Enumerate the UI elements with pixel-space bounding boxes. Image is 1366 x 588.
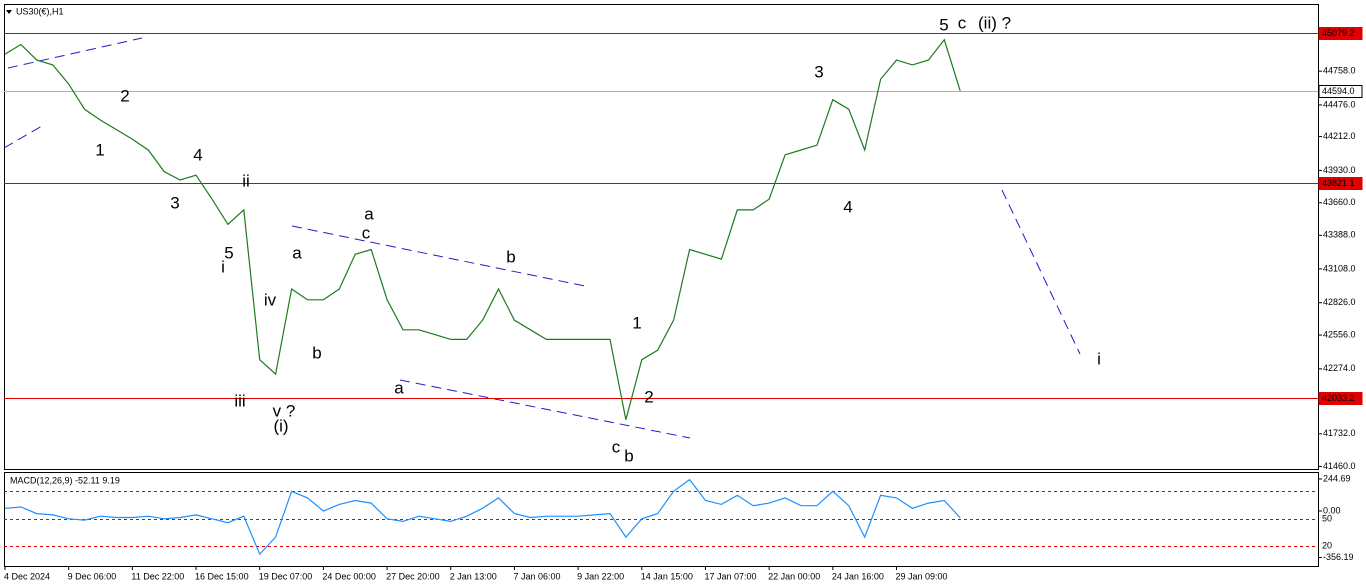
x-tick-label: 4 Dec 2024 xyxy=(4,571,50,581)
wave-label: c xyxy=(612,437,621,456)
level-label: 43821.1 xyxy=(1322,178,1355,188)
wave-label: 2 xyxy=(120,86,129,105)
x-tick-label: 9 Jan 22:00 xyxy=(577,571,624,581)
y-tick-label: 43388.0 xyxy=(1323,230,1356,240)
wave-label: 3 xyxy=(170,193,179,212)
y-tick-label: 42274.0 xyxy=(1323,363,1356,373)
x-tick-label: 9 Dec 06:00 xyxy=(68,571,117,581)
wave-label: iii xyxy=(234,391,245,410)
macd-title: MACD(12,26,9) -52.11 9.19 xyxy=(10,475,120,485)
wave-label: ii xyxy=(242,171,250,190)
wave-label: 5 xyxy=(939,15,948,34)
y-tick-label: 44476.0 xyxy=(1323,99,1356,109)
x-tick-label: 22 Jan 00:00 xyxy=(768,571,820,581)
wave-label: 4 xyxy=(193,145,202,164)
wave-label: 1 xyxy=(632,313,641,332)
trend-lines xyxy=(3,37,1081,439)
level-box xyxy=(1318,27,1363,40)
level-label: 42033.2 xyxy=(1322,393,1355,403)
wave-label: i xyxy=(221,257,225,276)
y-tick-label: 44212.0 xyxy=(1323,131,1356,141)
x-tick-label: 19 Dec 07:00 xyxy=(259,571,313,581)
y-tick-label: 42826.0 xyxy=(1323,297,1356,307)
y-tick-label: 41460.0 xyxy=(1323,461,1356,471)
wave-label: (ii) ? xyxy=(978,13,1011,32)
x-tick-label: 2 Jan 13:00 xyxy=(450,571,497,581)
wave-label: b xyxy=(312,343,321,362)
menu-arrow[interactable] xyxy=(6,10,12,14)
level-label: 44594.0 xyxy=(1322,86,1355,96)
wave-label: b xyxy=(506,247,515,266)
level-label: 45079.2 xyxy=(1322,28,1355,38)
level-box xyxy=(1318,392,1363,405)
x-tick-label: 24 Dec 00:00 xyxy=(322,571,376,581)
wave-label: 3 xyxy=(814,62,823,81)
y-tick-label: 42556.0 xyxy=(1323,329,1356,339)
level-box xyxy=(1318,85,1363,98)
wave-label: a xyxy=(364,204,374,223)
x-tick-label: 14 Jan 15:00 xyxy=(641,571,693,581)
x-tick-label: 27 Dec 20:00 xyxy=(386,571,440,581)
series-line xyxy=(4,478,961,556)
wave-label: iv xyxy=(264,290,277,309)
x-tick-label: 17 Jan 07:00 xyxy=(704,571,756,581)
wave-label: 4 xyxy=(843,197,852,216)
wave-label: a xyxy=(292,243,302,262)
level-label: 20 xyxy=(1322,540,1332,550)
wave-label: i xyxy=(1097,349,1101,368)
series-line xyxy=(4,38,961,420)
macd-levels xyxy=(4,491,1318,547)
wave-label: 2 xyxy=(644,387,653,406)
y-tick-label: 0.00 xyxy=(1323,505,1341,515)
symbol-label: US30(€),H1 xyxy=(16,6,64,16)
wave-label: c xyxy=(362,223,371,242)
wave-label: v ? xyxy=(273,401,296,420)
x-tick-label: 24 Jan 16:00 xyxy=(832,571,884,581)
x-tick-label: 7 Jan 06:00 xyxy=(513,571,560,581)
y-tick-label: 244.69 xyxy=(1323,473,1351,483)
y-tick-label: 43930.0 xyxy=(1323,165,1356,175)
y-tick-label: -356.19 xyxy=(1323,552,1354,562)
wave-label: a xyxy=(394,378,404,397)
y-tick-label: 43660.0 xyxy=(1323,197,1356,207)
y-tick-label: 41732.0 xyxy=(1323,428,1356,438)
y-tick-label: 44758.0 xyxy=(1323,66,1356,76)
wave-label: (i) xyxy=(273,416,288,435)
x-tick-label: 11 Dec 22:00 xyxy=(131,571,184,581)
price-panel xyxy=(4,4,1319,470)
wave-label: c xyxy=(958,13,967,32)
x-tick-label: 29 Jan 09:00 xyxy=(896,571,948,581)
wave-label: b xyxy=(624,446,633,465)
y-tick-label: 43108.0 xyxy=(1323,263,1356,273)
wave-label: 1 xyxy=(95,140,104,159)
x-tick-label: 16 Dec 15:00 xyxy=(195,571,249,581)
level-label: 50 xyxy=(1322,513,1332,523)
level-box xyxy=(1318,177,1363,190)
wave-label: 5 xyxy=(224,243,233,262)
